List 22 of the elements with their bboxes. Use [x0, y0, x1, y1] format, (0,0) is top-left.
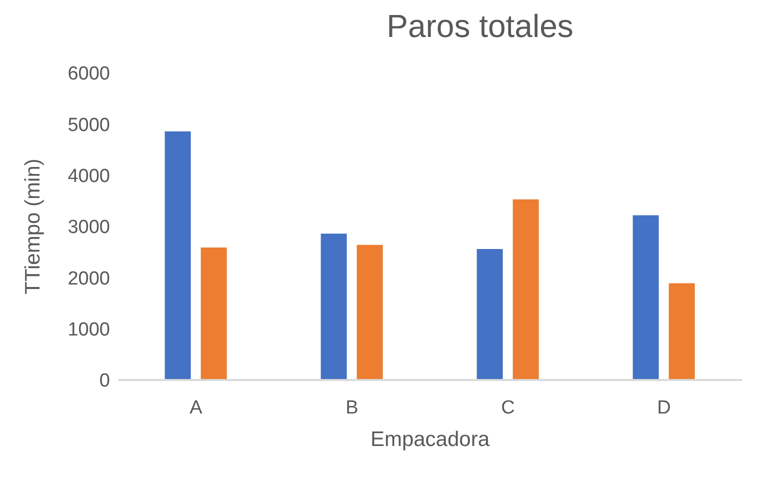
y-tick-label: 4000: [68, 166, 110, 188]
x-tick-label: A: [190, 397, 203, 418]
bar: [476, 249, 503, 380]
bar: [164, 131, 191, 380]
bar: [512, 199, 539, 380]
x-tick-label: D: [657, 397, 671, 418]
x-axis-title: Empacadora: [370, 428, 490, 451]
bar: [632, 215, 659, 380]
bar: [356, 244, 383, 380]
y-tick-label: 0: [99, 370, 110, 392]
y-axis-title: TTiempo (min): [21, 158, 44, 294]
x-tick-label: C: [501, 397, 515, 418]
bar: [320, 234, 347, 380]
y-tick-label: 2000: [68, 268, 110, 290]
y-tick-label: 1000: [68, 320, 110, 341]
y-tick-label: 3000: [68, 217, 110, 238]
chart-title: Paros totales: [386, 8, 574, 45]
bar: [200, 247, 227, 380]
y-tick-label: 6000: [68, 64, 110, 85]
y-tick-label: 5000: [68, 114, 110, 136]
x-tick-label: B: [346, 397, 358, 418]
bar: [668, 283, 695, 380]
